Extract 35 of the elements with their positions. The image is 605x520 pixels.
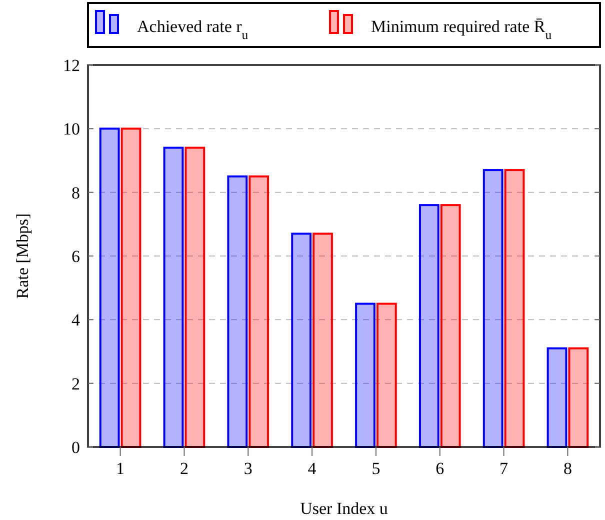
y-axis-title: Rate [Mbps]	[13, 213, 32, 299]
bar	[482, 169, 504, 448]
bar	[248, 175, 270, 448]
bar	[504, 169, 525, 448]
legend-label: Minimum required rate R̄$_{u}$	[371, 17, 552, 42]
y-tick-label: 2	[72, 374, 80, 394]
x-tick-label: 3	[244, 459, 252, 478]
y-tick-label: 12	[63, 56, 80, 75]
y-tick-label: 8	[72, 183, 80, 202]
bar	[418, 204, 440, 448]
legend-label: Achieved rate r$_{u}$	[137, 17, 249, 42]
x-tick-label: 7	[500, 459, 509, 478]
bar	[227, 175, 248, 448]
bar	[546, 347, 568, 448]
x-tick-label: 6	[436, 459, 444, 478]
x-tick-label: 2	[180, 459, 188, 478]
bar	[440, 204, 461, 448]
x-tick-label: 4	[308, 459, 317, 478]
bar	[184, 146, 206, 448]
y-tick-label: 0	[72, 438, 80, 457]
bar	[99, 128, 120, 448]
x-tick-label: 5	[372, 459, 380, 478]
x-axis-title: User Index u	[300, 499, 388, 518]
y-tick-label: 10	[63, 120, 80, 139]
bar	[312, 232, 333, 448]
x-tick-label: 8	[563, 459, 572, 478]
bar	[376, 302, 397, 448]
x-tick-label: 1	[116, 459, 125, 478]
bar	[163, 146, 184, 448]
bar	[291, 232, 312, 448]
y-tick-label: 6	[72, 246, 80, 266]
bar	[568, 347, 589, 448]
y-tick-label: 4	[72, 310, 80, 330]
bar	[120, 128, 142, 448]
bar	[355, 302, 376, 448]
